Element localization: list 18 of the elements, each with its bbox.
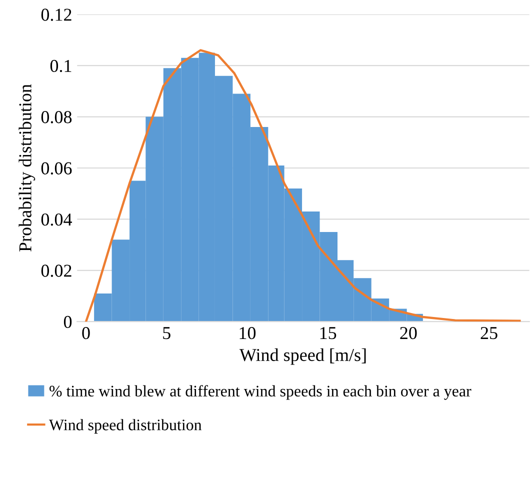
x-axis-title: Wind speed [m/s] [239,348,366,365]
y-tick-label: 0.06 [41,162,72,175]
y-axis-title: Probability distribution [18,84,36,252]
y-tick-label: 0.02 [41,264,72,277]
x-tick-label: 5 [163,327,170,340]
x-tick-label: 15 [320,327,336,340]
y-tick-label: 0.12 [41,8,72,21]
x-tick-label: 25 [480,327,498,340]
x-tick-label: 20 [400,326,417,340]
y-tick-label: 0.08 [41,111,72,124]
y-tick-label: 0 [64,316,72,328]
y-tick-label: 0.1 [50,60,72,72]
x-tick-label: 10 [240,326,256,340]
legend-label: % time wind blew at different wind speeds in each bin over a year [50,385,472,400]
legend-label: Wind speed distribution [48,419,202,434]
y-tick-label: 0.04 [41,213,72,226]
x-tick-label: 0 [82,326,90,340]
line-series [84,49,521,322]
